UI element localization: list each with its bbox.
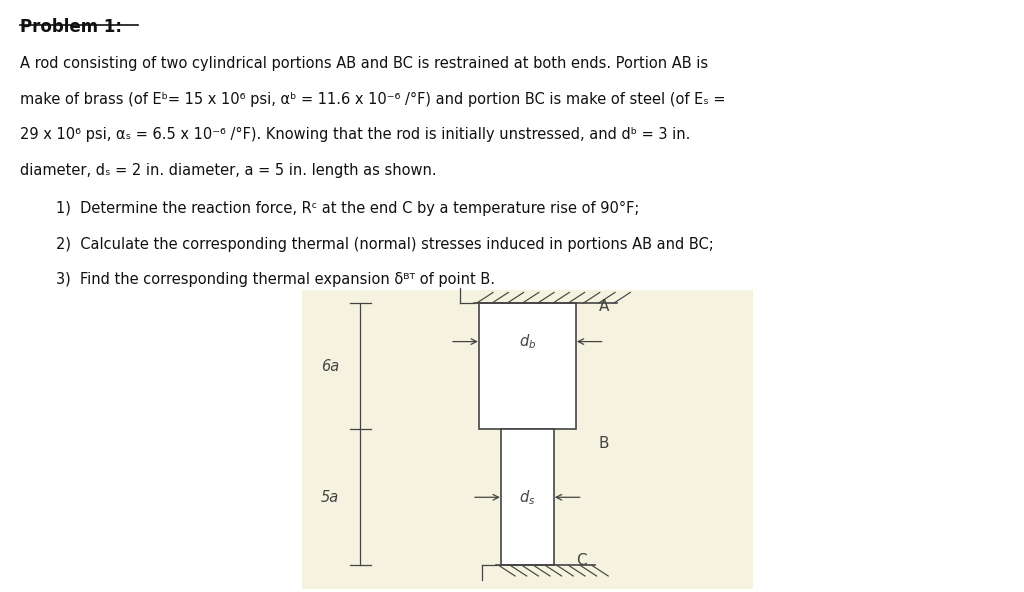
Text: $d_b$: $d_b$ [519, 332, 536, 351]
Text: $d_s$: $d_s$ [519, 488, 536, 507]
Text: 3)  Find the corresponding thermal expansion δᴮᵀ of point B.: 3) Find the corresponding thermal expans… [56, 272, 496, 287]
Text: B: B [598, 436, 609, 452]
Bar [302, 290, 753, 589]
Text: A: A [598, 298, 609, 314]
Text: 1)  Determine the reaction force, Rᶜ at the end C by a temperature rise of 90°F;: 1) Determine the reaction force, Rᶜ at t… [56, 201, 640, 216]
Text: diameter, dₛ = 2 in. diameter, a = 5 in. length as shown.: diameter, dₛ = 2 in. diameter, a = 5 in.… [20, 163, 437, 178]
Text: 5a: 5a [321, 490, 339, 505]
Text: make of brass (of Eᵇ= 15 x 10⁶ psi, αᵇ = 11.6 x 10⁻⁶ /°F) and portion BC is make: make of brass (of Eᵇ= 15 x 10⁶ psi, αᵇ =… [20, 92, 726, 107]
Bar [479, 303, 575, 429]
Text: A rod consisting of two cylindrical portions AB and BC is restrained at both end: A rod consisting of two cylindrical port… [20, 56, 709, 71]
Text: 6a: 6a [321, 359, 339, 374]
Text: 2)  Calculate the corresponding thermal (normal) stresses induced in portions AB: 2) Calculate the corresponding thermal (… [56, 237, 714, 252]
Text: C: C [577, 553, 587, 568]
Bar [501, 429, 554, 565]
Text: 29 x 10⁶ psi, αₛ = 6.5 x 10⁻⁶ /°F). Knowing that the rod is initially unstressed: 29 x 10⁶ psi, αₛ = 6.5 x 10⁻⁶ /°F). Know… [20, 127, 691, 142]
Text: Problem 1:: Problem 1: [20, 18, 123, 36]
